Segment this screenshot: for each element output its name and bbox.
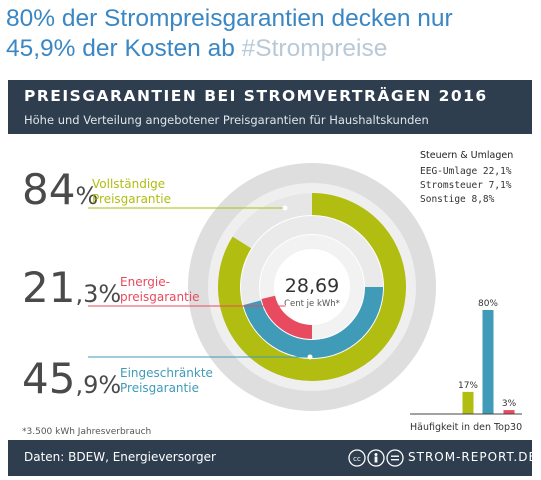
bar-eingeschraenkte [482,310,494,414]
infographic-footer: Daten: BDEW, Energieversorger cc STROM-R… [8,440,532,476]
label-energie-1: Energie- [120,275,170,289]
leader-dot-eingeschraenkte [307,354,313,360]
label-energie-2: preisgarantie [120,290,200,304]
footer-brand: STROM-REPORT.DE [408,450,532,464]
hashtag-link[interactable]: #Strompreise [241,35,388,62]
rings-and-bars-chart: 28,69 Cent je kWh* 84% Vollständige Prei… [22,150,522,437]
bar-label-17: 17% [458,381,478,391]
center-disc [276,251,348,323]
arc-eingeschraenkte [243,286,383,358]
tweet-line-2-text: 45,9% der Kosten ab [6,35,242,62]
tweet-text: 80% der Strompreisgarantien decken nur 4… [6,4,536,64]
value-label-21-3: 21,3% [22,263,121,312]
label-vollstaendige-2: Preisgarantie [92,192,171,206]
creative-commons-icon: cc [348,449,404,467]
infographic-title: PREISGARANTIEN BEI STROMVERTRÄGEN 2016 [24,87,488,105]
leader-dot-energie [285,303,291,309]
label-eingeschraenkte-1: Eingeschränkte [120,366,213,380]
bar-vollstaendige [462,391,474,414]
svg-text:cc: cc [353,455,361,463]
footnote: *3.500 kWh Jahresverbrauch [22,427,151,437]
value-label-45-9: 45,9% [22,354,121,403]
bar-axis-label: Häufigkeit in den Top30 [410,422,522,433]
infographic-header: PREISGARANTIEN BEI STROMVERTRÄGEN 2016 H… [8,80,532,134]
taxes-item-sonstige: Sonstige 8,8% [420,194,495,205]
tweet-line-1: 80% der Strompreisgarantien decken nur [6,5,453,32]
leader-dot-vollstaendige [282,205,288,211]
taxes-item-eeg: EEG-Umlage 22,1% [420,166,512,177]
arc-vollstaendige [218,193,406,381]
footer-source: Daten: BDEW, Energieversorger [24,450,216,464]
bar-chart: 17% 80% 3% Häufigkeit in den Top30 [410,299,522,433]
center-unit: Cent je kWh* [284,299,340,309]
bar-energie [503,410,515,414]
bar-label-80: 80% [478,299,498,309]
taxes-title: Steuern & Umlagen [420,150,513,161]
label-eingeschraenkte-2: Preisgarantie [120,381,199,395]
label-vollstaendige-1: Vollständige [92,177,165,191]
arc-energie [261,295,313,339]
infographic-image[interactable]: PREISGARANTIEN BEI STROMVERTRÄGEN 2016 H… [8,80,532,476]
tweet-line-2: 45,9% der Kosten ab #Strompreise [6,34,536,64]
infographic-subtitle: Höhe und Verteilung angebotener Preisgar… [24,113,429,127]
taxes-item-stromsteuer: Stromsteuer 7,1% [420,180,512,191]
center-value: 28,69 [285,275,339,297]
value-label-84: 84% [22,165,98,214]
bar-label-3: 3% [502,399,517,409]
